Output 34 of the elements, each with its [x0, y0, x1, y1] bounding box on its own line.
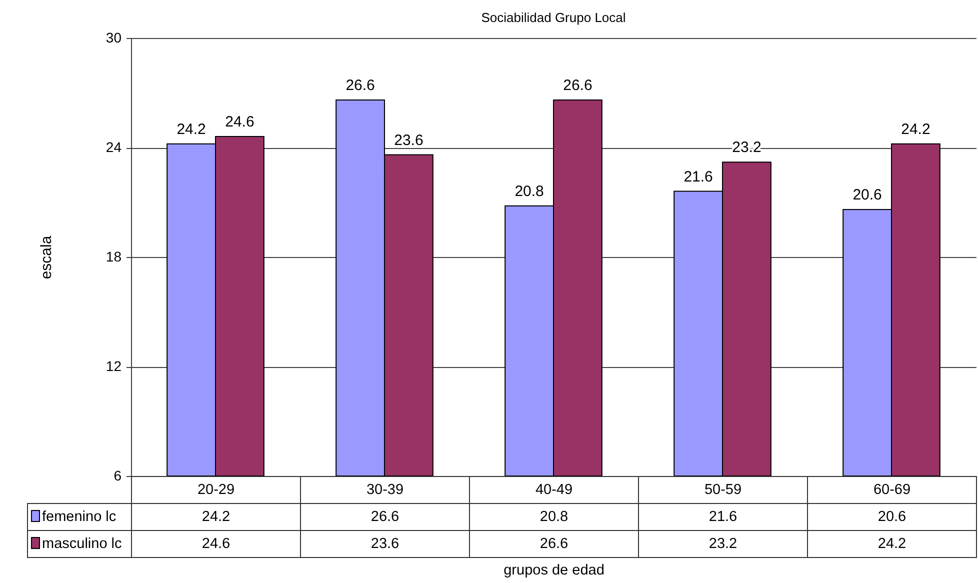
y-tick-label: 6 [114, 468, 122, 484]
data-label: 20.8 [514, 182, 544, 200]
data-label: 24.2 [176, 120, 206, 138]
x-axis-title: grupos de edad [504, 562, 604, 578]
x-tick-label: 30-39 [300, 476, 470, 504]
text: 21.6 [638, 504, 808, 530]
text: 23.2 [638, 530, 808, 558]
x-tick-label: 20-29 [132, 476, 300, 504]
x-tick-label: 60-69 [808, 476, 976, 504]
x-tick-label: 40-49 [470, 476, 638, 504]
legend-label: femenino lc [28, 504, 132, 530]
y-tick-label: 18 [106, 248, 122, 264]
legend-label: masculino lc [28, 530, 132, 558]
text: 23.6 [300, 530, 470, 558]
y-tick-label: 12 [106, 358, 122, 374]
text: 26.6 [470, 530, 638, 558]
data-label: 21.6 [684, 168, 713, 186]
data-label: 23.6 [394, 132, 424, 149]
text: 24.6 [132, 530, 300, 558]
data-label: 24.6 [225, 114, 254, 131]
data-label: 26.6 [346, 77, 375, 94]
chart-title: Sociabilidad Grupo Local [481, 10, 626, 25]
text: 26.6 [300, 504, 470, 530]
x-tick-label: 50-59 [638, 476, 808, 504]
y-axis-title: escala [38, 235, 55, 280]
text: 20.6 [808, 504, 976, 530]
data-label: 26.6 [563, 77, 592, 94]
data-label: 24.2 [901, 120, 930, 138]
data-label: 20.6 [852, 186, 882, 204]
text: 20.8 [470, 504, 638, 530]
text: 24.2 [132, 504, 300, 530]
y-tick-label: 24 [106, 139, 122, 155]
y-tick-label: 30 [106, 30, 122, 46]
text: 24.2 [808, 530, 976, 558]
